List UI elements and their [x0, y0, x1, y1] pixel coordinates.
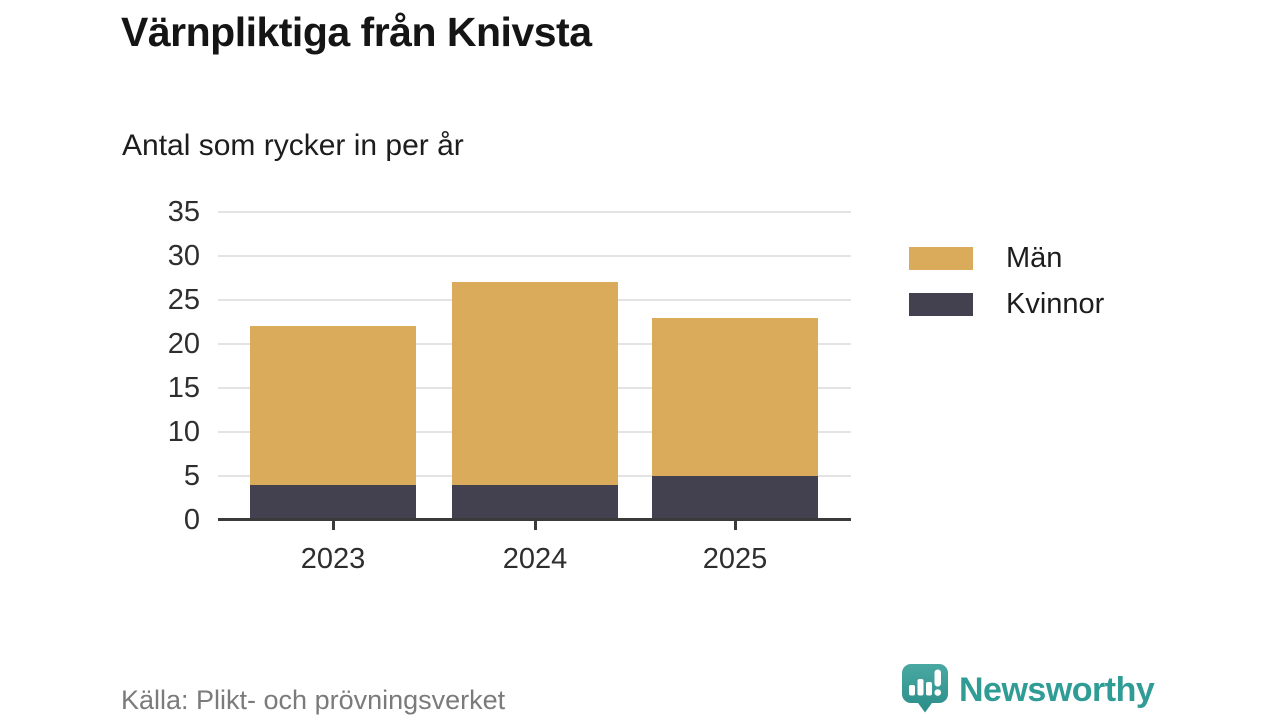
bar-segment-2025-kvinnor [652, 476, 818, 520]
x-axis-tick [331, 521, 335, 530]
y-axis-label: 30 [167, 240, 200, 272]
y-axis-label: 10 [167, 416, 200, 448]
y-axis-label: 5 [183, 460, 200, 492]
legend-swatch [909, 246, 973, 270]
bar-segment-2023-män [250, 326, 416, 485]
chart-subtitle: Antal som rycker in per år [122, 129, 464, 162]
x-axis-tick [733, 521, 737, 530]
x-axis-tick [533, 521, 537, 530]
legend: Män Kvinnor [909, 241, 1104, 321]
legend-label: Kvinnor [1006, 288, 1105, 320]
y-axis-label: 25 [167, 284, 200, 316]
x-axis-label: 2025 [702, 543, 768, 575]
legend-label: Män [1006, 242, 1063, 274]
x-axis-label: 2023 [300, 543, 366, 575]
gridline-30 [218, 255, 851, 257]
legend-swatch [909, 292, 973, 316]
newsworthy-wordmark: Newsworthy [959, 671, 1155, 709]
bar-segment-2023-kvinnor [250, 484, 416, 520]
legend-item-kvinnor: Kvinnor [909, 287, 1104, 321]
bar-segment-2025-män [652, 317, 818, 476]
legend-item-män: Män [909, 241, 1104, 275]
newsworthy-speech-bubble-chart-icon [900, 663, 950, 718]
bar-segment-2024-män [452, 282, 618, 485]
source-caption: Källa: Plikt- och prövningsverket [121, 685, 506, 715]
y-axis-label: 20 [167, 328, 200, 360]
chart-title: Värnpliktiga från Knivsta [121, 9, 592, 55]
newsworthy-logo: Newsworthy [900, 663, 1155, 718]
y-axis-label: 35 [167, 196, 200, 228]
x-axis-label: 2024 [502, 543, 568, 575]
y-axis-label: 15 [167, 372, 200, 404]
gridline-35 [218, 211, 851, 213]
x-axis-line [218, 518, 851, 521]
y-axis-label: 0 [183, 504, 200, 536]
bar-segment-2024-kvinnor [452, 484, 618, 520]
